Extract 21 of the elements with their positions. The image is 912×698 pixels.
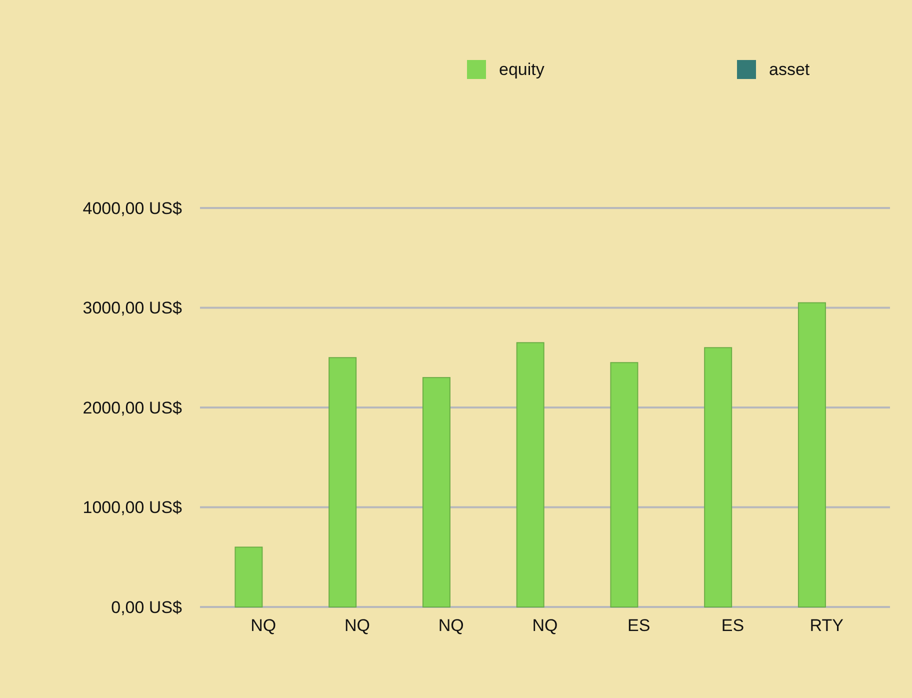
x-tick-label: NQ bbox=[250, 616, 276, 635]
y-tick-label: 3000,00 US$ bbox=[82, 298, 183, 318]
x-tick-label: NQ bbox=[532, 616, 558, 635]
y-tick-label: 0,00 US$ bbox=[111, 598, 183, 617]
bar bbox=[422, 377, 450, 608]
y-tick-label: 4000,00 US$ bbox=[82, 198, 183, 218]
y-tick-label: 2000,00 US$ bbox=[82, 398, 183, 418]
x-tick-label: NQ bbox=[344, 616, 370, 635]
x-tick-label: ES bbox=[721, 616, 744, 635]
bar bbox=[798, 302, 826, 608]
x-tick-label: RTY bbox=[810, 616, 844, 635]
x-tick-label: ES bbox=[628, 616, 650, 635]
x-tick-label: NQ bbox=[438, 616, 464, 635]
legend-label: equity bbox=[499, 60, 545, 79]
y-tick-label: 1000,00 US$ bbox=[82, 498, 183, 518]
bar bbox=[234, 546, 263, 608]
bar bbox=[704, 347, 732, 608]
legend-label: asset bbox=[769, 60, 810, 79]
bar bbox=[516, 342, 544, 608]
bar bbox=[610, 362, 638, 608]
bar bbox=[328, 357, 357, 608]
